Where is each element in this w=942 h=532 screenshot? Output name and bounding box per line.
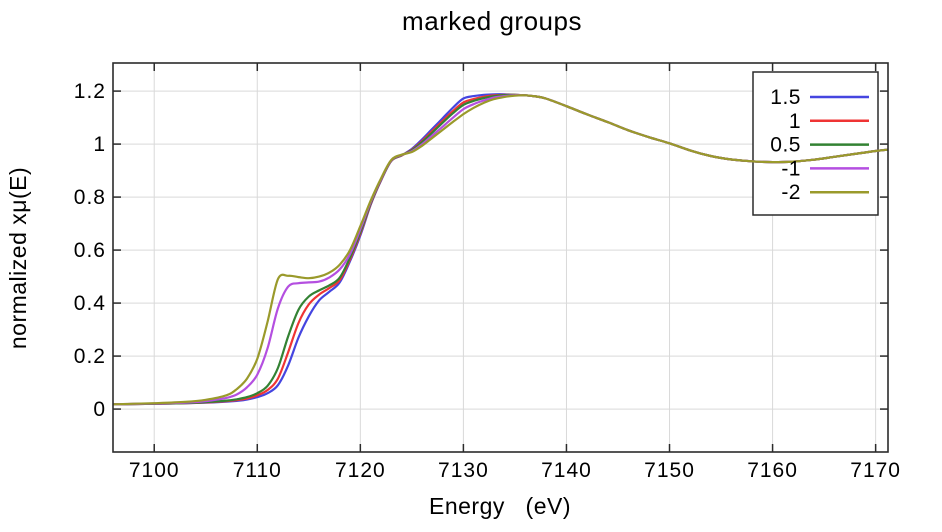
x-tick-label: 7100 xyxy=(129,459,180,482)
y-tick-label: 1.2 xyxy=(74,80,106,103)
y-axis-label: normalized xμ(E) xyxy=(5,167,31,349)
plot-frame xyxy=(112,62,889,453)
x-tick-label: 7120 xyxy=(335,459,386,482)
x-tick-label: 7140 xyxy=(541,459,592,482)
legend-label-1.5: 1.5 xyxy=(770,86,801,109)
ticks xyxy=(113,63,888,452)
y-tick-label: 1 xyxy=(93,133,106,156)
x-tick-label: 7170 xyxy=(850,459,901,482)
x-tick-label: 7130 xyxy=(438,459,489,482)
x-tick-label: 7150 xyxy=(644,459,695,482)
legend-label--1: -1 xyxy=(781,157,801,180)
legend-label-1: 1 xyxy=(789,110,801,133)
x-axis-label: Energy (eV) xyxy=(429,493,571,519)
y-tick-label: 0.8 xyxy=(74,186,106,209)
legend-label-0.5: 0.5 xyxy=(770,134,801,157)
x-tick-label: 7160 xyxy=(747,459,798,482)
x-tick-label: 7110 xyxy=(233,459,282,482)
legend-label--2: -2 xyxy=(781,181,801,204)
series-line--2 xyxy=(113,94,888,406)
chart-title: marked groups xyxy=(402,6,582,36)
y-tick-label: 0.6 xyxy=(74,239,106,262)
series xyxy=(113,93,888,406)
y-tick-label: 0.4 xyxy=(74,292,106,315)
y-tick-label: 0.2 xyxy=(74,345,106,368)
y-tick-label: 0 xyxy=(93,398,106,421)
